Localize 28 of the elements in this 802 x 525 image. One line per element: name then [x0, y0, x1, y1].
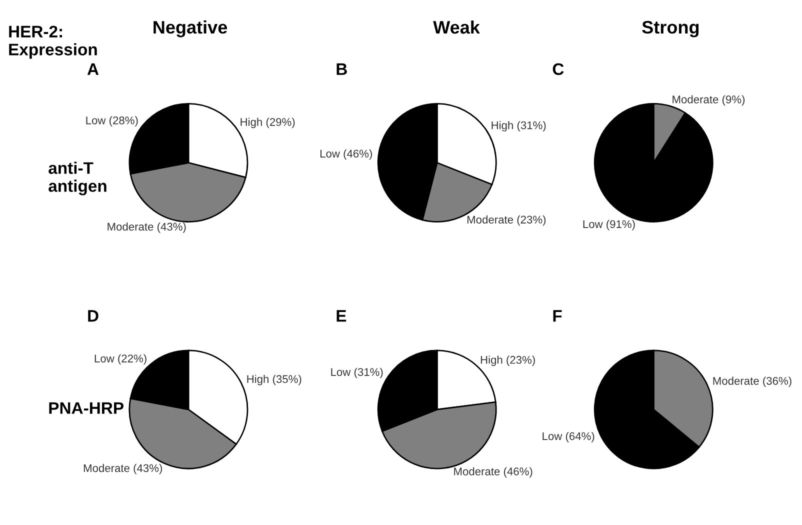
text: PNA-HRP: [49, 402, 124, 414]
slice-label: High (31%): [492, 121, 546, 132]
slice-label: Moderate (46%): [454, 467, 532, 478]
chart-title: B: [336, 63, 347, 75]
text: Weak: [433, 20, 480, 34]
slice-label: High (35%): [247, 374, 302, 386]
text: Strong: [642, 20, 699, 38]
chart-title: C: [552, 63, 564, 76]
slice-label: Moderate (9%): [672, 95, 745, 106]
slice-label: Moderate (36%): [713, 376, 792, 388]
text: anti-T antigen: [48, 162, 106, 196]
slice-label: Low (28%): [86, 116, 138, 127]
slice-label: Low (64%): [542, 432, 594, 442]
slice-label: Moderate (23%): [467, 215, 546, 226]
chart-title: F: [553, 310, 562, 322]
text: HER-2: Expression: [9, 26, 97, 59]
slice-label: Low (31%): [331, 368, 383, 378]
chart-title: D: [88, 310, 98, 322]
slice-label: High (23%): [480, 356, 535, 366]
slice-label: Low (46%): [320, 149, 372, 160]
slice-label: Moderate (43%): [84, 464, 162, 474]
slice-label: Low (91%): [583, 220, 635, 230]
slice-label: High (29%): [240, 118, 295, 128]
chart-title: A: [87, 63, 99, 75]
slice-label: Low (22%): [94, 354, 146, 365]
text: Negative: [154, 20, 228, 38]
chart-title: E: [336, 310, 346, 322]
slice-label: Moderate (43%): [108, 222, 186, 233]
